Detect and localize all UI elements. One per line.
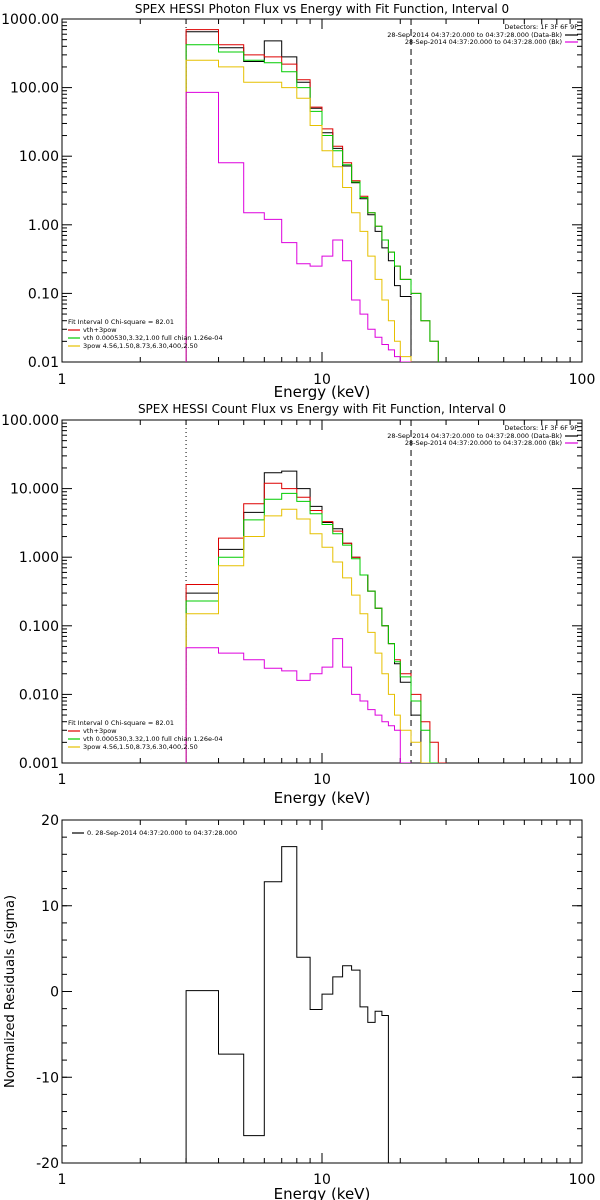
legend-label: 3pow 4.56,1.50,8.73,6.30,400,2.50 [83,743,198,751]
y-tick-label: 0.001 [19,756,59,772]
y-tick-label: 10.00 [19,149,59,165]
y-tick-label: 0.100 [19,619,59,635]
legend-label: 3pow 4.56,1.50,8.73,6.30,400,2.50 [83,342,198,350]
photon-flux-plot: SPEX HESSI Photon Flux vs Energy with Fi… [1,2,595,401]
legend-label: vth 0.000530,3.32,1.00 full chian 1.26e-… [83,334,223,342]
x-tick-label: 10 [313,372,331,388]
legend-label: 28-Sep-2014 04:37:20.000 to 04:37:28.000… [405,439,562,447]
x-tick-label: 100 [569,1172,596,1188]
x-tick-label: 1 [58,1172,67,1188]
y-tick-label: 0.010 [19,687,59,703]
x-tick-label: 100 [569,372,596,388]
y-tick-label: -10 [36,1070,59,1086]
x-tick-label: 100 [569,772,596,788]
y-tick-label: 100.000 [1,413,59,429]
chart-title: SPEX HESSI Count Flux vs Energy with Fit… [138,402,506,416]
y-tick-label: 0 [50,985,59,1001]
series-3-step-line [185,59,412,362]
x-axis-label: Energy (keV) [274,383,371,401]
legend-label: 28-Sep-2014 04:37:20.000 to 04:37:28.000… [405,38,562,46]
y-tick-label: 1.000 [19,550,59,566]
legend-header: Fit Interval 0 Chi-square = 82.01 [68,318,174,326]
x-tick-label: 10 [313,772,331,788]
legend-header: Detectors: 1F 3F 6F 9F [504,23,578,31]
chart-title: SPEX HESSI Photon Flux vs Energy with Fi… [135,2,509,16]
series-4-step-line [185,638,412,763]
legend-label: vth+3pow [83,727,117,735]
legend-label: vth 0.000530,3.32,1.00 full chian 1.26e-… [83,735,223,743]
y-tick-label: 10.000 [10,482,59,498]
y-tick-label: 1.00 [28,218,59,234]
series-2-step-line [185,44,439,362]
y-tick-label: 100.00 [10,81,59,97]
series-0-step-line [185,846,389,1163]
x-tick-label: 10 [313,1172,331,1188]
count-flux-plot: SPEX HESSI Count Flux vs Energy with Fit… [1,402,595,807]
y-tick-label: -20 [36,1156,59,1172]
legend-label: 28-Sep-2014 04:37:20.000 to 04:37:28.000… [387,31,562,39]
series-2-step-line [185,492,439,763]
legend-label: 28-Sep-2014 04:37:20.000 to 04:37:28.000… [387,432,562,440]
legend-header: Fit Interval 0 Chi-square = 82.01 [68,719,174,727]
series-3-step-line [185,508,431,763]
x-axis-label: Energy (keV) [274,789,371,807]
x-tick-label: 1 [58,772,67,788]
x-tick-label: 1 [58,372,67,388]
y-tick-label: 0.10 [28,286,59,302]
legend-header: Detectors: 1F 3F 6F 9F [504,424,578,432]
y-axis-label: Normalized Residuals (sigma) [3,895,18,1088]
y-tick-label: 0.01 [28,355,59,371]
y-tick-label: 10 [41,899,59,915]
x-axis-label: Energy (keV) [274,1185,371,1200]
series-4-step-line [185,91,412,362]
y-tick-label: 1000.00 [1,12,59,28]
legend-label: 0. 28-Sep-2014 04:37:20.000 to 04:37:28.… [87,829,237,837]
legend-label: vth+3pow [83,326,117,334]
y-tick-label: 20 [41,813,59,829]
